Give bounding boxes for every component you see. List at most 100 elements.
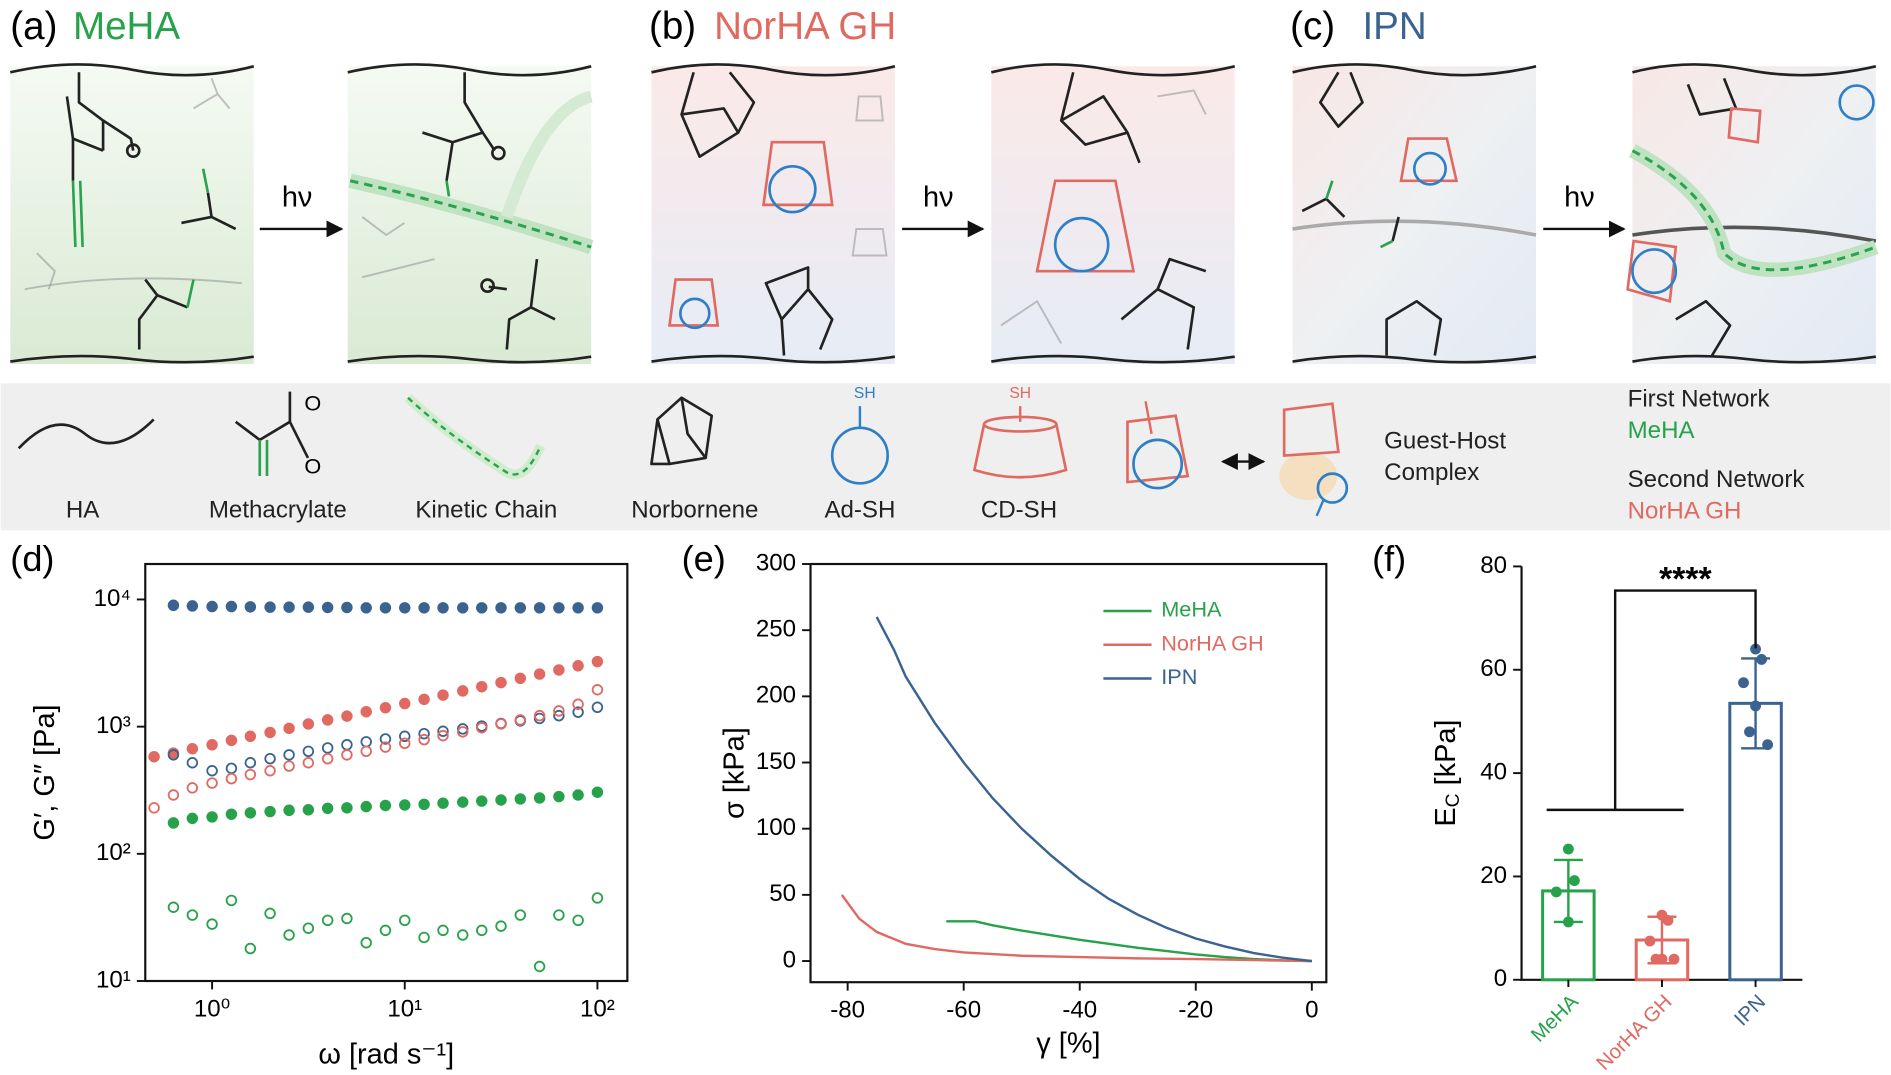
- data-point: [514, 714, 527, 726]
- y-tick-label: 50: [769, 880, 796, 907]
- data-point: [495, 920, 507, 932]
- panel-label: (f): [1372, 538, 1406, 579]
- data-point: [225, 808, 238, 820]
- data-point: [379, 799, 392, 812]
- y-tick-label: 10²: [96, 839, 131, 866]
- replicate-point: [1550, 886, 1562, 898]
- data-point: [591, 602, 604, 614]
- data-point: [321, 802, 334, 815]
- panel-label: (b): [649, 5, 696, 48]
- y-tick-label: 0: [783, 946, 796, 973]
- data-point: [302, 922, 315, 934]
- panel-title: MeHA: [73, 5, 180, 48]
- replicate-point: [1644, 935, 1656, 947]
- data-point: [418, 693, 430, 706]
- data-point: [418, 602, 430, 614]
- x-axis-label: γ [%]: [1036, 1028, 1100, 1060]
- data-point: [591, 701, 604, 713]
- replicate-point: [1756, 654, 1768, 665]
- data-point: [186, 757, 199, 769]
- replicate-point: [1744, 726, 1755, 738]
- panel-label: (c): [1290, 5, 1335, 48]
- data-point: [360, 745, 372, 758]
- legend-label: IPN: [1161, 664, 1197, 689]
- network-heading: First Network: [1628, 385, 1771, 412]
- data-point: [360, 800, 372, 813]
- data-point: [572, 789, 584, 801]
- data-point: [437, 602, 449, 614]
- atom-label: SH: [854, 385, 876, 402]
- legend-label: HA: [66, 496, 100, 523]
- data-point: [302, 804, 315, 816]
- data-point: [418, 931, 430, 944]
- data-point: [302, 601, 315, 613]
- data-point: [553, 909, 565, 921]
- data-point: [437, 689, 449, 701]
- data-point: [264, 601, 276, 613]
- data-point: [360, 602, 372, 614]
- data-point: [244, 942, 257, 955]
- panel-label: (d): [10, 538, 54, 579]
- data-point: [283, 749, 295, 761]
- data-point: [533, 792, 546, 804]
- y-axis-label: EC [kPa]: [1429, 720, 1464, 827]
- data-point: [148, 802, 160, 814]
- plot-frame: [144, 562, 629, 983]
- data-point: [553, 664, 565, 676]
- data-point: [321, 714, 334, 726]
- data-point: [360, 936, 372, 949]
- data-point: [457, 929, 469, 941]
- schematic-a-after: [347, 63, 594, 364]
- data-point: [341, 749, 353, 761]
- data-point: [437, 924, 449, 937]
- y-tick-label: 40: [1480, 758, 1507, 785]
- axis-line: [1520, 566, 1803, 981]
- data-point: [476, 681, 488, 693]
- data-point: [264, 765, 276, 777]
- data-point: [379, 733, 392, 745]
- data-point: [225, 772, 238, 785]
- data-point: [283, 722, 295, 735]
- data-point: [360, 736, 372, 748]
- schematic-b: [651, 63, 896, 364]
- data-point: [495, 794, 507, 806]
- data-point: [591, 892, 604, 904]
- network-name: NorHA GH: [1628, 498, 1742, 525]
- data-point: [553, 790, 565, 803]
- reaction-arrow: hν hν hν: [259, 181, 1626, 238]
- y-tick-label: 10³: [96, 712, 131, 739]
- data-point: [206, 600, 218, 613]
- arrow-label: hν: [282, 181, 313, 213]
- data-point: [437, 729, 449, 742]
- data-point: [476, 924, 488, 937]
- y-tick-label: 200: [756, 682, 796, 709]
- significance-label: ****: [1659, 560, 1712, 598]
- data-point: [283, 760, 295, 772]
- y-tick-label: 10⁴: [94, 585, 131, 612]
- x-tick-label: IPN: [1730, 990, 1770, 1030]
- data-point: [533, 602, 546, 614]
- chart-panel: (e) 0 50 100 150 200 250 300 -80 -60 -40 -20 0 MeHA No…: [682, 538, 1328, 1060]
- y-tick-label: 20: [1480, 862, 1507, 889]
- panel-label: (e): [682, 538, 726, 579]
- replicate-point: [1668, 953, 1680, 965]
- data-point: [495, 718, 507, 730]
- data-point: [264, 805, 276, 818]
- data-point: [457, 602, 469, 614]
- atom-label: O: [304, 453, 321, 478]
- data-point: [206, 777, 218, 789]
- data-point: [533, 960, 546, 973]
- x-tick-label: 10⁰: [194, 995, 230, 1022]
- data-point: [206, 765, 218, 777]
- data-point: [591, 655, 604, 668]
- data-point: [379, 924, 392, 937]
- data-point: [591, 684, 604, 696]
- data-point: [533, 668, 546, 680]
- panel-title: NorHA GH: [714, 5, 896, 48]
- data-point: [225, 734, 238, 747]
- legend-label: Complex: [1384, 459, 1479, 486]
- data-point: [186, 782, 199, 794]
- legend-label: Norbornene: [631, 496, 758, 523]
- data-point: [399, 730, 411, 742]
